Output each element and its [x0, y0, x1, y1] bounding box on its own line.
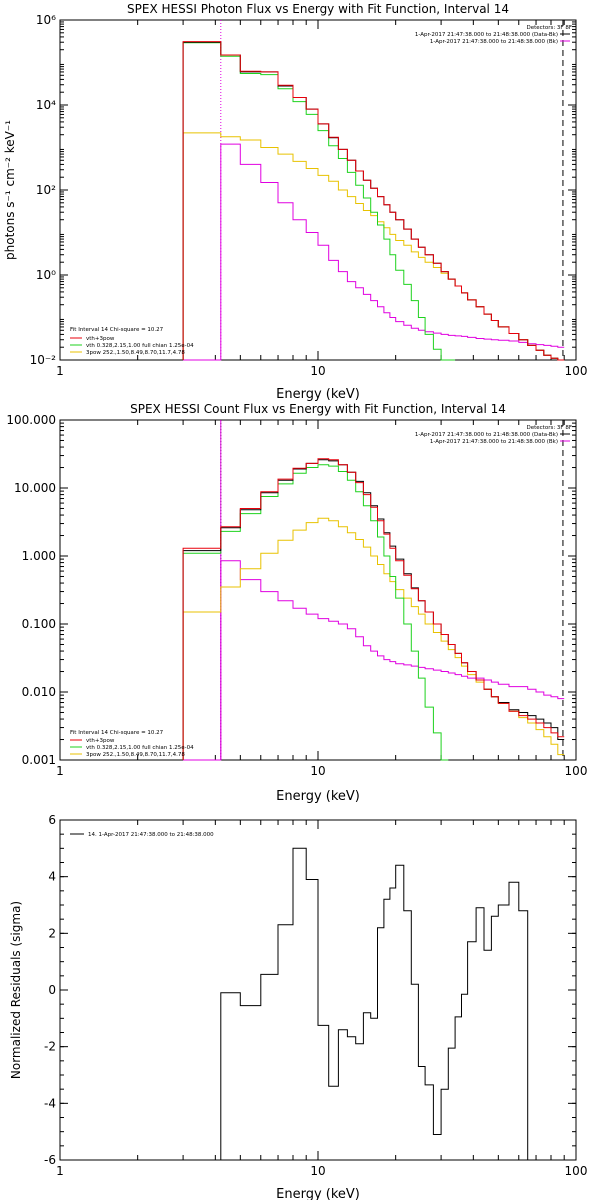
x-tick-label: 1: [56, 764, 64, 778]
chart-title: SPEX HESSI Photon Flux vs Energy with Fi…: [127, 2, 509, 16]
y-tick-label: 10.000: [14, 481, 56, 495]
x-tick-label: 100: [565, 764, 588, 778]
legend-fit-interval: Fit Interval 14 Chi-square = 10.27: [70, 327, 164, 333]
legend-detectors: Detectors: 3F 8F: [526, 425, 572, 431]
series-total-line: [182, 458, 565, 760]
legend-nonthermal-label: 3pow 252.,1.50,8.49,8.70,11.7,4.78: [86, 350, 185, 356]
axis-tick-labels: 1 10 100 -6 -4 -2 0 2 4 6: [44, 813, 587, 1178]
axis-ticks: [60, 819, 576, 1161]
y-tick-label: -4: [44, 1096, 56, 1110]
legend-total-label: vth+3pow: [86, 738, 115, 744]
y-tick-label: 0.010: [22, 685, 56, 699]
series-background-line: [183, 143, 565, 361]
y-tick-label: 0.001: [22, 753, 56, 767]
legend-bk-interval: 1-Apr-2017 21:47:38.000 to 21:48:38.000 …: [430, 39, 558, 45]
legend-top: Detectors: 3F 8F 1-Apr-2017 21:47:38.000…: [415, 25, 572, 45]
series-thermal-line: [182, 464, 449, 761]
y-tick-label: -2: [44, 1040, 56, 1054]
legend-thermal-label: vth 0.328,2.15,1.00 full chian 1.25e-04: [86, 745, 194, 751]
series-data-line: [182, 459, 565, 760]
plot-frame: [59, 419, 577, 761]
x-tick-label: 10: [310, 364, 325, 378]
x-axis-label: Energy (keV): [276, 387, 360, 402]
legend-fit-interval: Fit Interval 14 Chi-square = 10.27: [70, 730, 164, 736]
y-tick-label: 10⁶: [36, 13, 56, 27]
x-tick-label: 1: [56, 364, 64, 378]
series-thermal-line: [182, 42, 456, 361]
y-tick-label: 10²: [36, 183, 56, 197]
series-data-line: [220, 847, 529, 1160]
y-tick-label: 10⁻²: [30, 353, 57, 367]
y-tick-label: 0: [48, 983, 56, 997]
energy-range-lines: [220, 20, 564, 360]
residuals-panel: Energy (keV) Normalized Residuals (sigma…: [9, 813, 587, 1202]
y-axis-label: photons s⁻¹ cm⁻² keV⁻¹: [3, 120, 17, 260]
x-tick-label: 100: [565, 1164, 588, 1178]
y-tick-label: 10⁰: [36, 268, 56, 282]
legend-bottom: Fit Interval 14 Chi-square = 10.27 vth+3…: [70, 730, 194, 758]
legend-total-label: vth+3pow: [86, 336, 115, 342]
legend-label: 14. 1-Apr-2017 21:47:38.000 to 21:48:38.…: [88, 832, 214, 838]
y-tick-label: 10⁴: [36, 98, 56, 112]
series-total-line: [182, 41, 565, 361]
series-background-line: [183, 560, 565, 761]
x-axis-label: Energy (keV): [276, 1187, 360, 1200]
y-tick-label: 100.000: [6, 413, 56, 427]
y-tick-label: 4: [48, 870, 56, 884]
series-group: [220, 847, 529, 1160]
legend-bk-interval: 1-Apr-2017 21:47:38.000 to 21:48:38.000 …: [430, 439, 558, 445]
legend: 14. 1-Apr-2017 21:47:38.000 to 21:48:38.…: [70, 832, 214, 838]
legend-nonthermal-label: 3pow 252.,1.50,8.49,8.70,11.7,4.78: [86, 752, 185, 758]
x-tick-label: 1: [56, 1164, 64, 1178]
legend-data-interval: 1-Apr-2017 21:47:38.000 to 21:48:38.000 …: [415, 432, 558, 438]
x-tick-label: 10: [310, 1164, 325, 1178]
x-tick-label: 10: [310, 764, 325, 778]
series-group: [182, 458, 565, 761]
axis-ticks: [60, 419, 576, 761]
chart-title: SPEX HESSI Count Flux vs Energy with Fit…: [130, 402, 506, 416]
axis-tick-labels: 1 10 100 10⁻² 10⁰ 10² 10⁴ 10⁶: [30, 13, 588, 378]
axis-tick-labels: 1 10 100 0.001 0.010 0.100 1.000 10.000 100.000: [6, 413, 587, 778]
legend-data-interval: 1-Apr-2017 21:47:38.000 to 21:48:38.000 …: [415, 32, 558, 38]
y-tick-label: 1.000: [22, 549, 56, 563]
series-data-line: [182, 41, 565, 361]
axis-ticks: [60, 19, 576, 361]
series-nonthermal-line: [182, 132, 565, 361]
y-axis-label: Normalized Residuals (sigma): [9, 901, 23, 1079]
series-group: [182, 41, 565, 361]
energy-range-lines: [220, 420, 564, 760]
legend-thermal-label: vth 0.328,2.15,1.00 full chian 1.25e-04: [86, 343, 194, 349]
plot-frame: [59, 19, 577, 361]
y-tick-label: 2: [48, 926, 56, 940]
x-axis-label: Energy (keV): [276, 789, 360, 804]
y-tick-label: 0.100: [22, 617, 56, 631]
y-tick-label: 6: [48, 813, 56, 827]
y-tick-label: -6: [44, 1153, 56, 1167]
legend-bottom: Fit Interval 14 Chi-square = 10.27 vth+3…: [70, 327, 194, 356]
legend-top: Detectors: 3F 8F 1-Apr-2017 21:47:38.000…: [415, 425, 572, 445]
legend-detectors: Detectors: 3F 8F: [526, 25, 572, 31]
photon-flux-panel: SPEX HESSI Photon Flux vs Energy with Fi…: [3, 2, 587, 402]
series-nonthermal-line: [182, 517, 565, 760]
x-tick-label: 100: [565, 364, 588, 378]
count-flux-panel: SPEX HESSI Count Flux vs Energy with Fit…: [6, 402, 587, 804]
